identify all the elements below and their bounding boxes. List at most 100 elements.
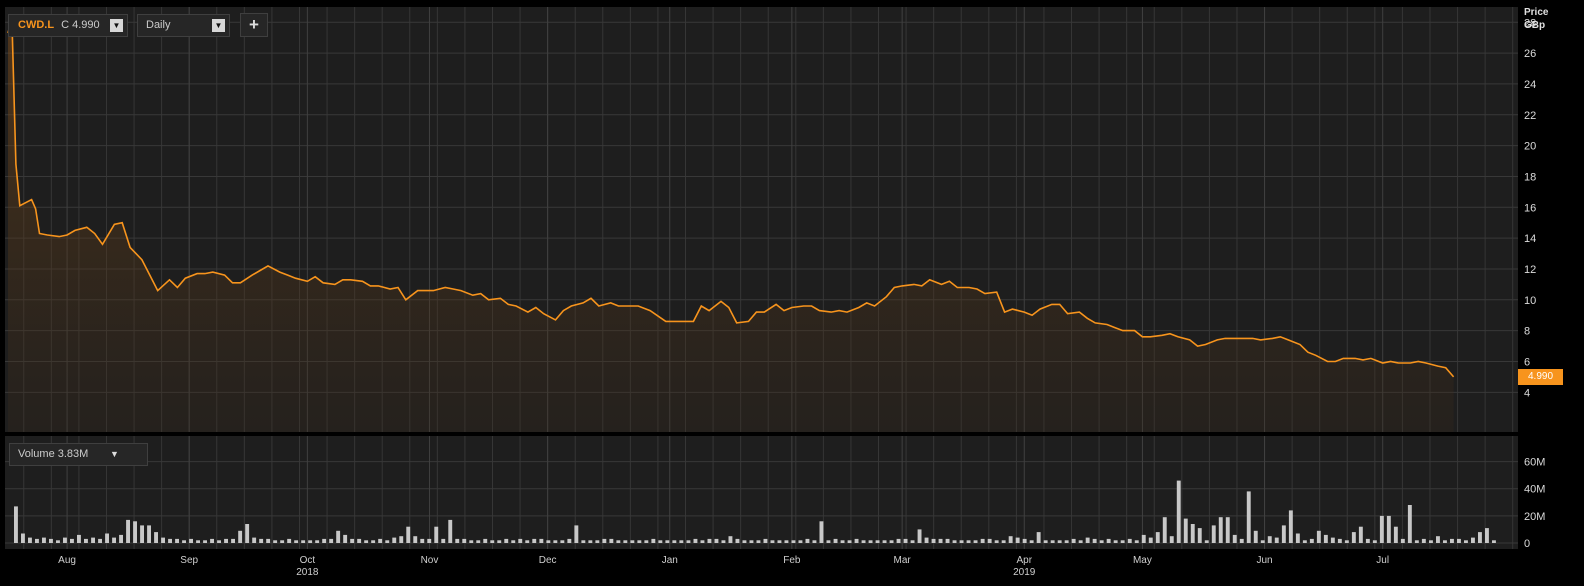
- month-tick-label: May: [1133, 555, 1152, 566]
- volume-bar: [28, 537, 32, 543]
- month-tick-label: Dec: [539, 555, 557, 566]
- volume-bar: [1351, 532, 1356, 543]
- volume-bar: [1015, 537, 1020, 543]
- volume-bar: [1092, 538, 1097, 543]
- volume-bar: [105, 533, 109, 543]
- volume-bar: [1288, 510, 1293, 543]
- volume-bar: [756, 540, 761, 543]
- volume-bar: [308, 540, 313, 543]
- volume-bar: [1407, 505, 1412, 543]
- volume-bar: [854, 538, 859, 543]
- volume-bar: [518, 538, 523, 543]
- volume-bar: [1358, 526, 1363, 543]
- volume-bar: [959, 540, 964, 543]
- volume-bar: [1239, 538, 1244, 543]
- volume-bar: [917, 529, 922, 543]
- volume-bar: [1036, 532, 1041, 543]
- volume-bar: [1176, 480, 1181, 543]
- volume-bar: [322, 538, 327, 543]
- volume-bar: [1253, 530, 1258, 543]
- volume-bar: [427, 538, 432, 543]
- volume-bar: [1106, 538, 1111, 543]
- volume-bar: [1274, 537, 1279, 543]
- volume-bar: [875, 540, 880, 543]
- volume-bar: [1429, 540, 1433, 543]
- volume-bar: [812, 540, 817, 543]
- volume-bar: [1022, 538, 1027, 543]
- volume-bar: [329, 538, 334, 543]
- price-tick-label: 4: [1524, 387, 1530, 399]
- price-tick-label: 8: [1524, 326, 1530, 338]
- volume-bar: [1471, 537, 1475, 543]
- chevron-down-icon[interactable]: ▼: [110, 449, 119, 459]
- symbol-selector[interactable]: CWD.L C 4.990 ▼: [8, 14, 128, 37]
- volume-bar: [420, 538, 425, 543]
- volume-bar: [259, 538, 264, 543]
- price-tick-label: 28: [1524, 17, 1536, 29]
- add-study-button[interactable]: +: [240, 13, 268, 37]
- volume-bar: [1443, 540, 1447, 543]
- volume-bar: [1120, 540, 1125, 543]
- year-tick-label: 2019: [1013, 567, 1036, 578]
- price-tick-label: 24: [1524, 79, 1536, 91]
- volume-bar: [707, 538, 712, 543]
- volume-bar: [700, 540, 705, 543]
- volume-bar: [560, 540, 565, 543]
- volume-bar: [217, 540, 221, 543]
- volume-bar: [1386, 515, 1391, 543]
- volume-bar: [602, 538, 607, 543]
- volume-bar: [1204, 540, 1209, 543]
- volume-bar: [1365, 538, 1370, 543]
- interval-dropdown[interactable]: Daily ▼: [137, 14, 230, 37]
- volume-bar: [980, 538, 985, 543]
- volume-bar: [1436, 536, 1440, 543]
- volume-bar: [434, 526, 439, 543]
- volume-bar: [1316, 530, 1321, 543]
- volume-bar: [1232, 534, 1237, 543]
- volume-bar: [245, 524, 250, 543]
- volume-bar: [84, 538, 88, 543]
- volume-bar: [210, 538, 214, 543]
- volume-bar: [126, 519, 130, 543]
- volume-bar: [770, 540, 775, 543]
- volume-bar: [1309, 538, 1314, 543]
- volume-bar: [182, 540, 186, 543]
- chevron-down-icon[interactable]: ▼: [212, 19, 225, 32]
- volume-bar: [504, 538, 509, 543]
- volume-bar: [1485, 528, 1489, 543]
- volume-bar: [343, 534, 348, 543]
- volume-bar: [679, 540, 684, 543]
- chevron-down-icon[interactable]: ▼: [110, 19, 123, 32]
- volume-bar: [497, 540, 502, 543]
- volume-bar: [532, 538, 537, 543]
- volume-label: Volume 3.83M: [18, 448, 89, 460]
- volume-bar: [441, 538, 446, 543]
- volume-bar: [763, 538, 768, 543]
- volume-bar: [931, 538, 936, 543]
- volume-bar: [21, 533, 25, 543]
- volume-bar: [147, 525, 151, 543]
- month-tick-label: Oct: [300, 555, 316, 566]
- month-tick-label: Jan: [662, 555, 678, 566]
- volume-bar: [1169, 536, 1174, 543]
- volume-bar: [476, 540, 481, 543]
- volume-bar: [1001, 540, 1006, 543]
- price-line[interactable]: [7, 18, 1455, 378]
- volume-bar: [140, 525, 144, 543]
- volume-bar: [945, 538, 950, 543]
- volume-bar: [301, 540, 306, 543]
- volume-bar: [14, 506, 18, 543]
- volume-bar: [1218, 517, 1223, 543]
- volume-bar: [1197, 528, 1202, 543]
- price-tick-label: 16: [1524, 202, 1536, 214]
- volume-bar: [490, 540, 495, 543]
- price-area-fill: [8, 19, 1454, 432]
- volume-bar: [616, 540, 621, 543]
- volume-bar: [1071, 538, 1076, 543]
- volume-bar: [98, 538, 102, 543]
- volume-bar: [315, 540, 320, 543]
- volume-study-selector[interactable]: Volume 3.83M ▼: [9, 443, 148, 466]
- volume-bar: [1113, 540, 1118, 543]
- volume-bar: [119, 534, 123, 543]
